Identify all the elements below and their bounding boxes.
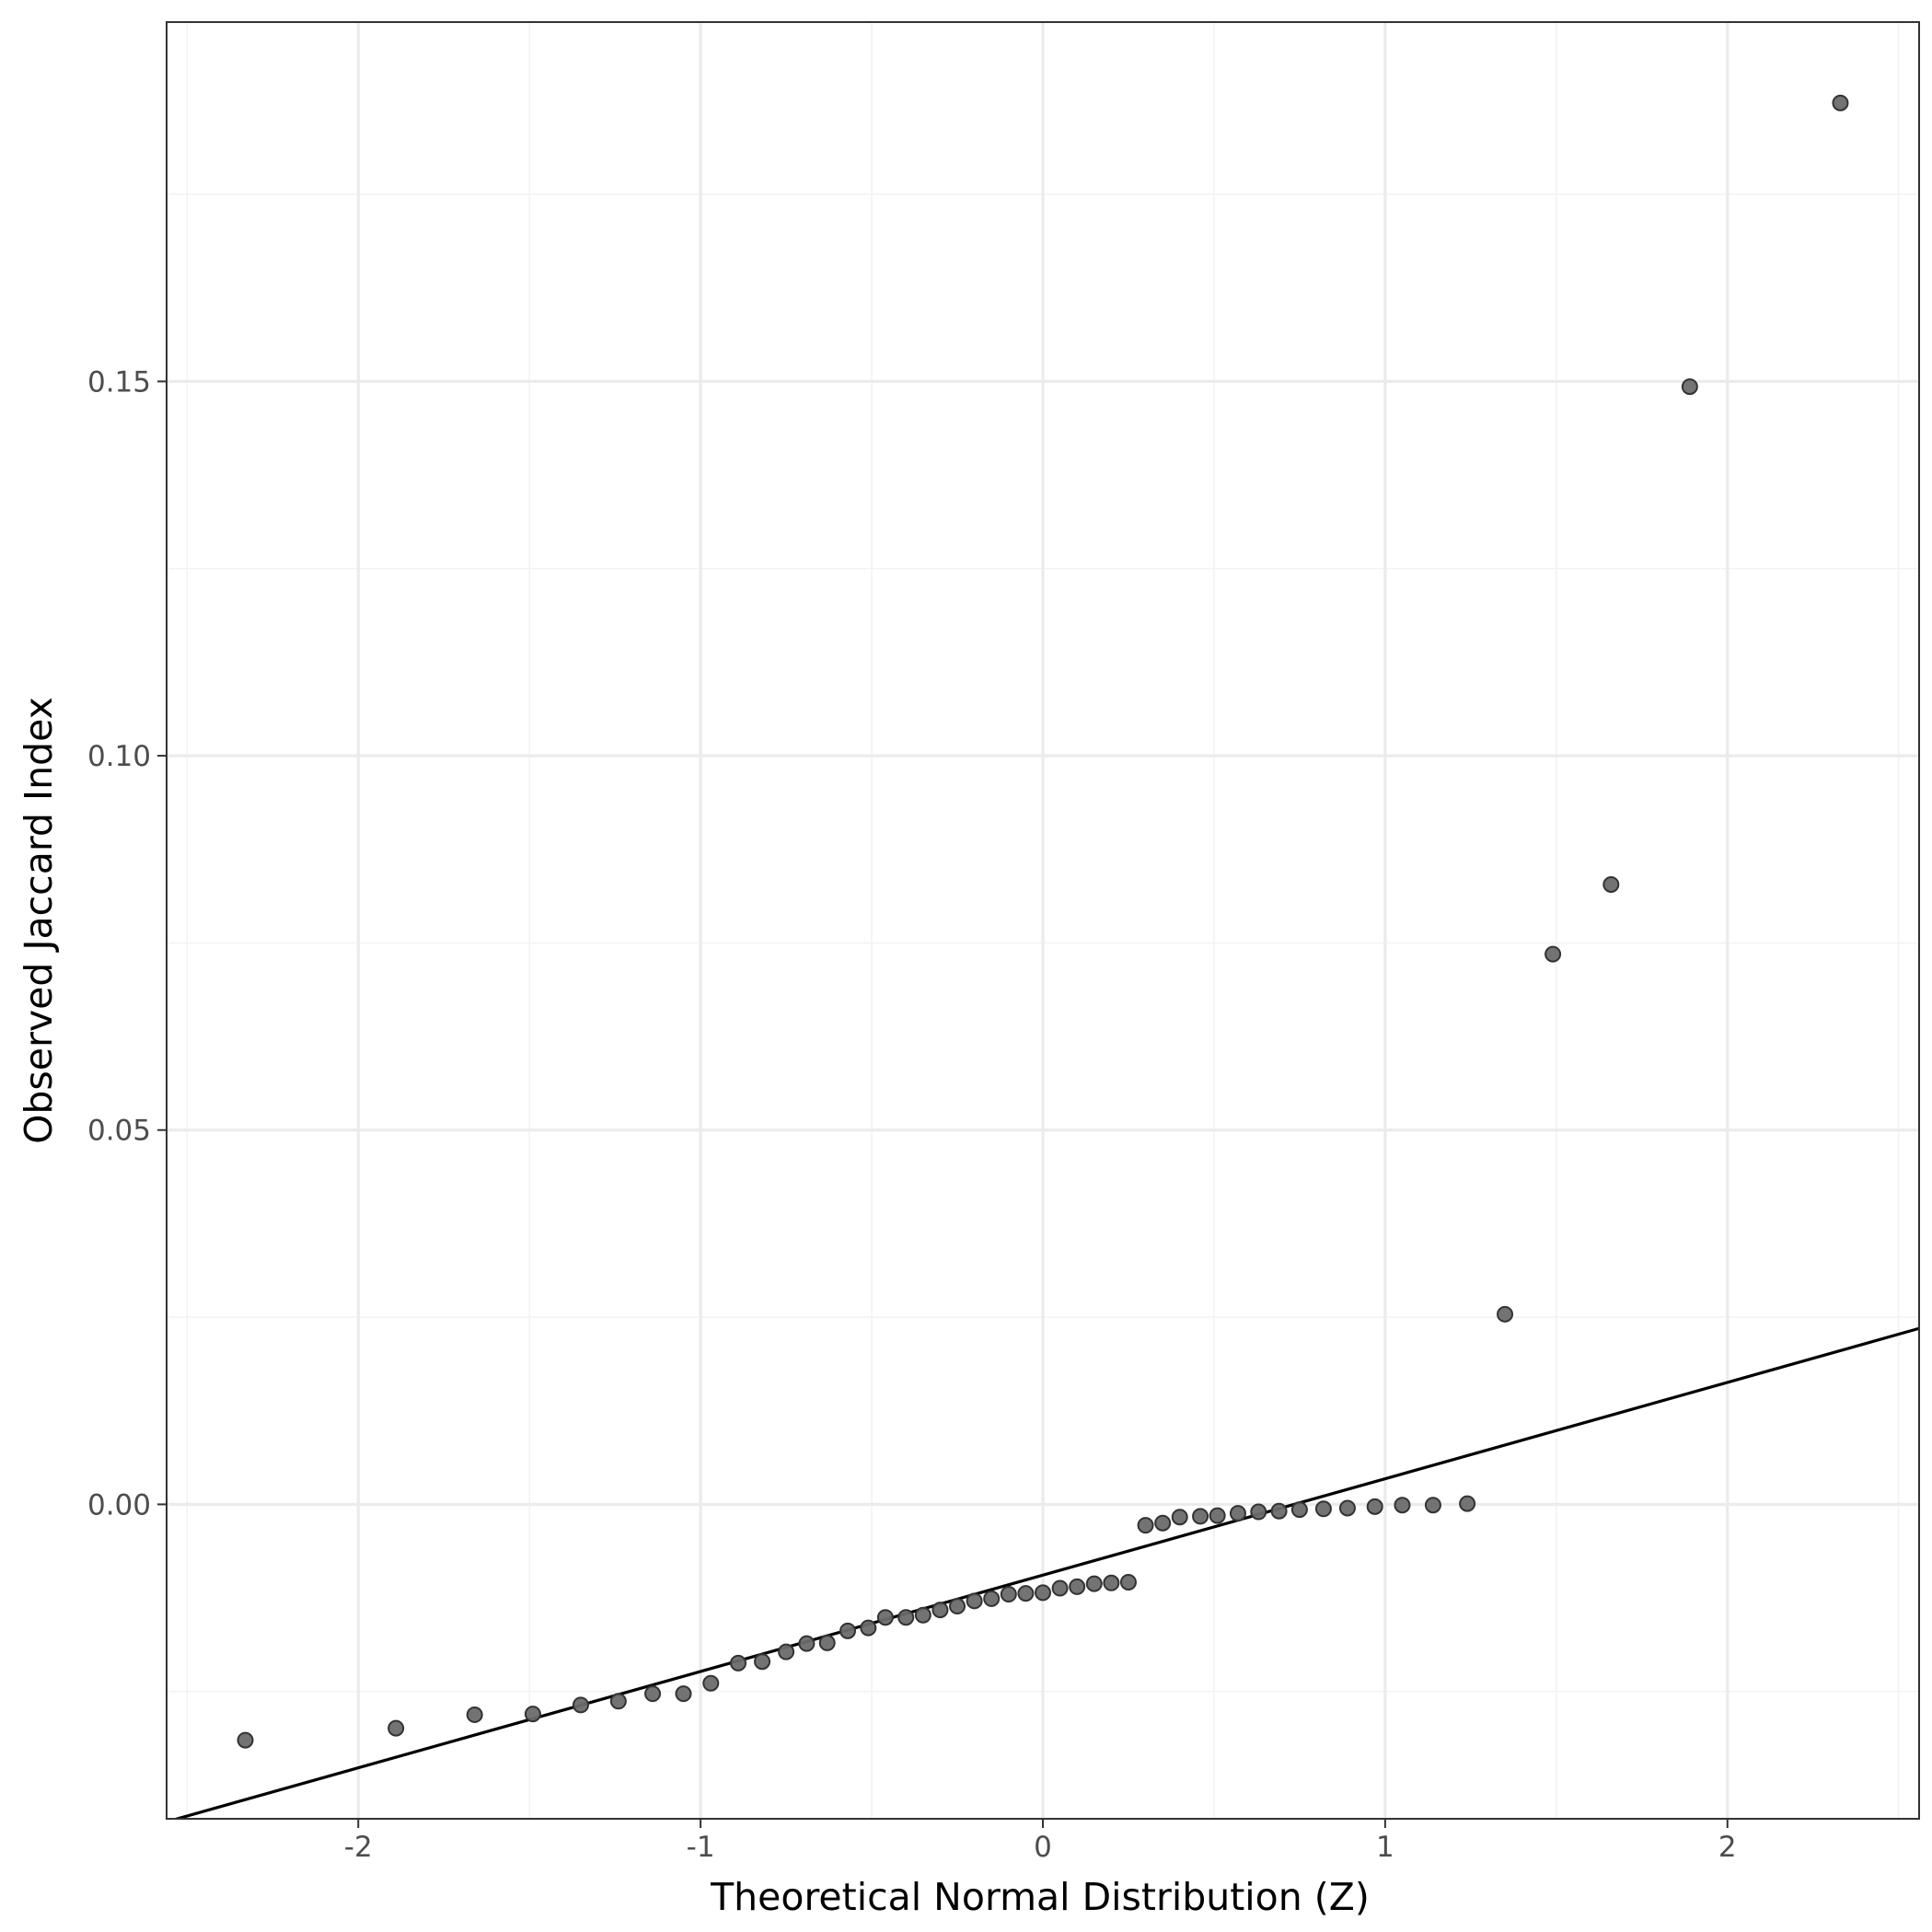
qq-reference-line xyxy=(171,1326,1919,1819)
data-point xyxy=(1544,945,1562,963)
y-tick-label: 0.05 xyxy=(87,1115,151,1148)
reference-line-group xyxy=(171,1326,1919,1819)
data-point xyxy=(572,1696,589,1714)
data-point xyxy=(1171,1509,1188,1526)
data-point xyxy=(1137,1517,1154,1534)
data-point xyxy=(609,1693,627,1710)
data-point xyxy=(949,1598,966,1615)
data-point xyxy=(860,1619,877,1637)
data-point xyxy=(1154,1514,1172,1532)
data-point xyxy=(1497,1305,1514,1323)
x-tick-label: 2 xyxy=(1718,1831,1737,1864)
data-points xyxy=(237,94,1849,1749)
data-point xyxy=(237,1731,254,1749)
x-axis-ticks: -2 -1 0 1 2 xyxy=(344,1819,1737,1864)
data-point xyxy=(754,1653,771,1671)
data-point xyxy=(1069,1578,1086,1595)
y-tick-label: 0.00 xyxy=(87,1488,151,1521)
data-point xyxy=(1366,1498,1383,1515)
data-point xyxy=(1338,1499,1356,1517)
data-point xyxy=(876,1609,894,1626)
x-tick-label: 1 xyxy=(1376,1831,1394,1864)
data-point xyxy=(644,1685,662,1703)
data-point xyxy=(730,1654,747,1672)
y-tick-label: 0.10 xyxy=(87,740,151,773)
data-point xyxy=(1681,378,1698,396)
data-point xyxy=(466,1706,483,1723)
x-tick-label: -2 xyxy=(344,1831,373,1864)
data-point xyxy=(839,1622,857,1639)
data-point xyxy=(1832,94,1849,111)
data-point xyxy=(524,1706,541,1723)
data-point xyxy=(1051,1579,1069,1597)
data-point xyxy=(983,1590,1001,1607)
x-tick-label: 0 xyxy=(1034,1831,1052,1864)
y-axis-ticks: 0.00 0.05 0.10 0.15 xyxy=(87,365,167,1521)
data-point xyxy=(1290,1501,1308,1519)
x-axis-title: Theoretical Normal Distribution (Z) xyxy=(710,1875,1370,1919)
data-point xyxy=(1103,1574,1120,1591)
data-point xyxy=(1192,1508,1209,1525)
data-point xyxy=(1459,1495,1476,1512)
y-axis-title: Observed Jaccard Index xyxy=(17,697,61,1144)
y-tick-label: 0.15 xyxy=(87,365,151,399)
data-point xyxy=(1035,1584,1051,1602)
major-gridlines xyxy=(167,22,1919,1819)
data-point xyxy=(1314,1500,1332,1518)
data-point xyxy=(1209,1507,1226,1524)
data-point xyxy=(931,1602,949,1619)
data-point xyxy=(702,1674,720,1692)
data-point xyxy=(778,1643,795,1660)
data-point xyxy=(1119,1573,1137,1591)
data-point xyxy=(1229,1505,1246,1522)
data-point xyxy=(1602,875,1620,893)
data-point xyxy=(1270,1502,1288,1520)
data-point xyxy=(1017,1585,1035,1602)
x-tick-label: -1 xyxy=(687,1831,715,1864)
data-point xyxy=(388,1719,405,1737)
data-point xyxy=(1000,1586,1017,1602)
data-point xyxy=(1424,1497,1441,1514)
data-point xyxy=(798,1635,816,1652)
data-point xyxy=(914,1606,931,1624)
data-point xyxy=(1250,1503,1267,1521)
data-point xyxy=(897,1609,915,1626)
data-point xyxy=(1394,1497,1411,1514)
data-point xyxy=(675,1685,692,1703)
data-point xyxy=(818,1634,836,1651)
data-point xyxy=(966,1592,983,1610)
data-point xyxy=(1085,1575,1103,1592)
